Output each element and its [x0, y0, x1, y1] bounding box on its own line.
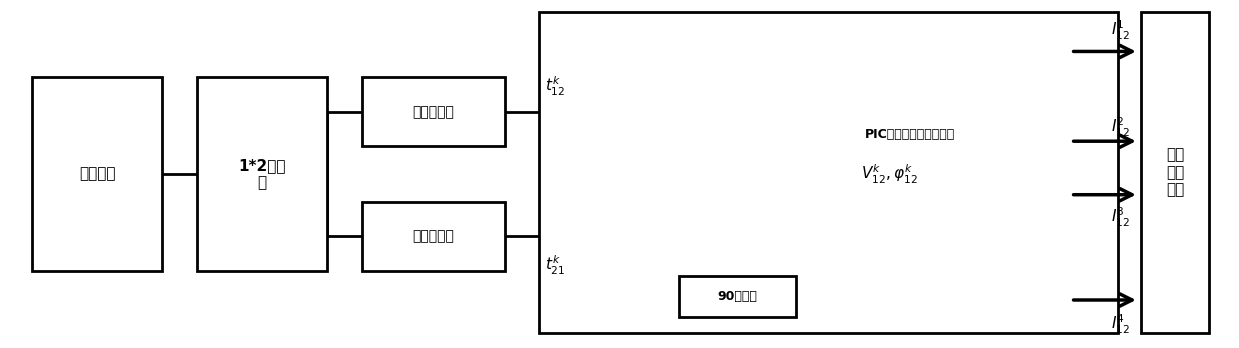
- FancyBboxPatch shape: [679, 276, 797, 317]
- Text: $t_{12}^k$: $t_{12}^k$: [545, 74, 565, 97]
- FancyBboxPatch shape: [32, 77, 162, 271]
- Text: 90度相移: 90度相移: [717, 290, 757, 303]
- FancyBboxPatch shape: [362, 201, 504, 271]
- Text: 电子延迟线: 电子延迟线: [413, 229, 455, 243]
- Text: PIC芯片复可见度和相位: PIC芯片复可见度和相位: [865, 128, 955, 141]
- Text: 电子延迟线: 电子延迟线: [413, 105, 455, 119]
- Text: 光强
检测
装置: 光强 检测 装置: [1166, 147, 1184, 197]
- Text: 标定光源: 标定光源: [79, 166, 115, 182]
- Text: $I_{12}^1$: $I_{12}^1$: [1110, 19, 1130, 42]
- FancyBboxPatch shape: [539, 12, 1118, 333]
- FancyBboxPatch shape: [362, 77, 504, 147]
- Text: $I_{12}^4$: $I_{12}^4$: [1110, 313, 1130, 336]
- Text: $I_{12}^3$: $I_{12}^3$: [1110, 206, 1130, 229]
- Text: $V_{12}^k,\varphi_{12}^k$: $V_{12}^k,\varphi_{12}^k$: [861, 163, 917, 185]
- FancyBboxPatch shape: [1141, 12, 1209, 333]
- Text: $I_{12}^2$: $I_{12}^2$: [1110, 116, 1130, 139]
- Text: $t_{21}^k$: $t_{21}^k$: [545, 254, 565, 277]
- Text: 1*2耦合
器: 1*2耦合 器: [238, 158, 285, 190]
- FancyBboxPatch shape: [197, 77, 327, 271]
